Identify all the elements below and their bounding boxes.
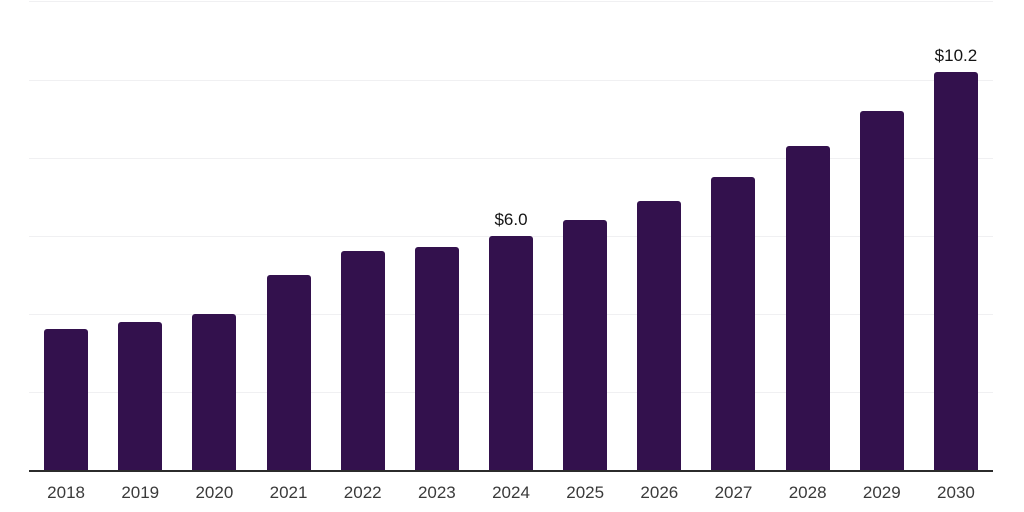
x-tick-label-2024: 2024 [492, 483, 530, 502]
x-tick-label-2028: 2028 [788, 483, 827, 502]
gridline-12 [29, 1, 993, 3]
x-tick-label-2025: 2025 [566, 483, 605, 502]
x-tick-label-2027: 2027 [714, 483, 753, 502]
bar-slot-2024: $6.0 [474, 0, 548, 470]
bar-2019 [118, 321, 163, 470]
bar-slot-2023 [400, 0, 474, 470]
bar-slot-2020 [177, 0, 251, 470]
bar-2024 [489, 235, 534, 470]
bar-2026 [637, 200, 682, 470]
bar-2023 [414, 247, 459, 470]
bar-2021 [266, 274, 311, 470]
gridline-10 [29, 79, 993, 81]
bar-slot-2027 [696, 0, 770, 470]
x-tick-label-2020: 2020 [195, 483, 234, 502]
bars-container: $6.0 $10.2 [29, 0, 993, 470]
x-tick-label-2019: 2019 [121, 483, 160, 502]
x-tick-label-2021: 2021 [269, 483, 308, 502]
x-tick-label-2018: 2018 [47, 483, 85, 502]
bar-2018 [44, 329, 89, 470]
bar-2025 [563, 220, 608, 470]
gridline-8 [29, 157, 993, 159]
x-tick-label-2023: 2023 [417, 483, 456, 502]
data-label-2030: $10.2 [934, 45, 978, 65]
bar-2029 [859, 110, 904, 470]
x-tick-label-2030: 2030 [937, 483, 975, 502]
x-axis-labels: 2018 2019 2020 2021 2022 2023 2024 2025 2026 2027… [29, 480, 993, 506]
x-tick-label-2026: 2026 [640, 483, 679, 502]
bar-slot-2029 [845, 0, 919, 470]
bar-slot-2021 [251, 0, 325, 470]
bar-2027 [711, 177, 756, 470]
x-tick-label-2022: 2022 [343, 483, 382, 502]
bar-2020 [192, 313, 237, 470]
bar-2028 [785, 145, 830, 470]
bar-slot-2030: $10.2 [919, 0, 993, 470]
bar-2030 [933, 71, 978, 470]
x-axis-line [29, 470, 993, 472]
bar-slot-2022 [326, 0, 400, 470]
bar-2022 [340, 251, 385, 470]
bar-slot-2018 [29, 0, 103, 470]
bar-slot-2026 [622, 0, 696, 470]
data-label-2024: $6.0 [494, 209, 528, 229]
x-tick-label-2029: 2029 [862, 483, 901, 502]
bar-slot-2028 [771, 0, 845, 470]
plot-area: $6.0 $10.2 [29, 0, 993, 470]
bar-slot-2025 [548, 0, 622, 470]
bar-slot-2019 [103, 0, 177, 470]
